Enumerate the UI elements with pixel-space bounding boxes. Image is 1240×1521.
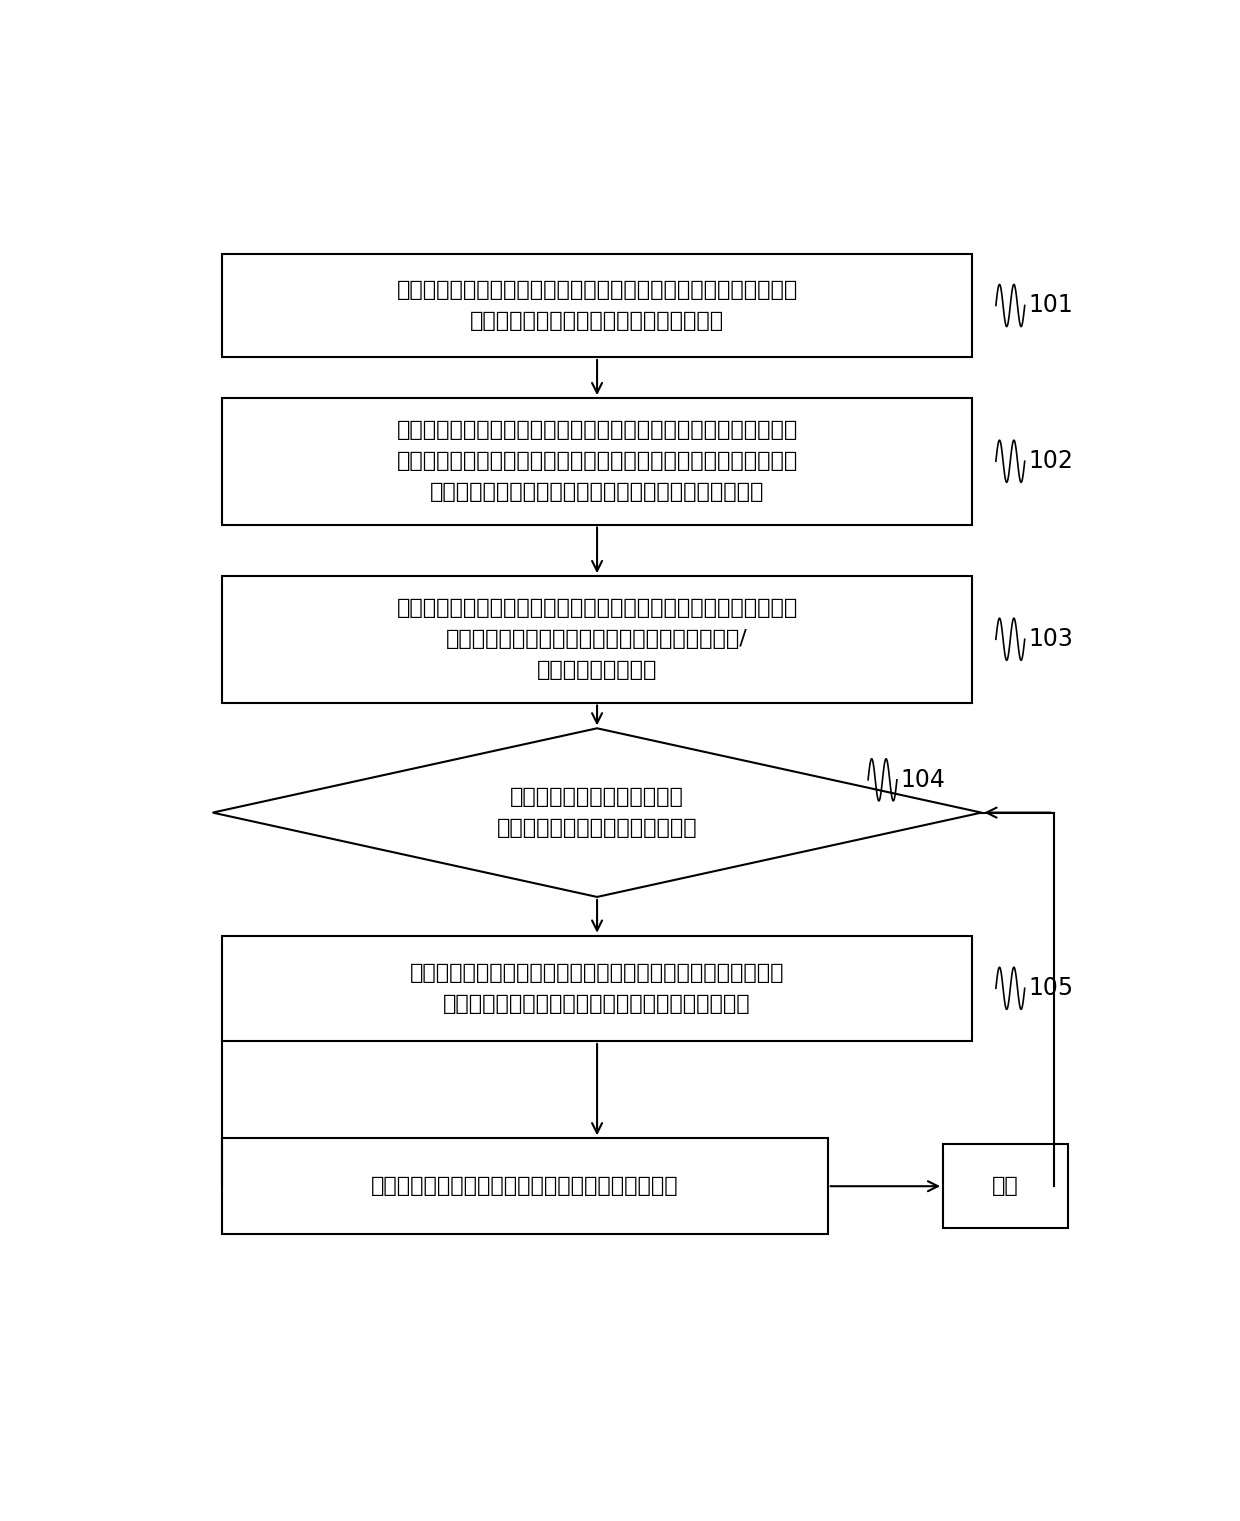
Text: 所述具有发起投票权利的业务集群向投票者集合发起投票；其中，所
述投票者集合为依据预设的选择规则从使用终端和/
或仲裁终端中确定的: 所述具有发起投票权利的业务集群向投票者集合发起投票；其中，所 述投票者集合为依据… bbox=[397, 598, 797, 680]
FancyBboxPatch shape bbox=[222, 935, 972, 1040]
FancyBboxPatch shape bbox=[222, 1138, 828, 1234]
Text: 判断发起投票的业务集群是否
在预设的时间内获得了预定的票数: 判断发起投票的业务集群是否 在预设的时间内获得了预定的票数 bbox=[497, 786, 697, 838]
Text: 102: 102 bbox=[1028, 449, 1074, 473]
Text: 将所述发起投票的业务集群由只读模式切换为正常服务模式，将
投票结果通知所述两个集群中未发起投票的业务集群: 将所述发起投票的业务集群由只读模式切换为正常服务模式，将 投票结果通知所述两个集… bbox=[409, 963, 785, 1015]
Text: 返回: 返回 bbox=[992, 1176, 1019, 1196]
Text: 当分布式系统中相互连接的两个业务集群之间无法感知到对方的运行
状态时，所述两个业务集群切换为只读模式: 当分布式系统中相互连接的两个业务集群之间无法感知到对方的运行 状态时，所述两个业… bbox=[397, 280, 797, 332]
FancyBboxPatch shape bbox=[944, 1144, 1068, 1229]
FancyBboxPatch shape bbox=[222, 399, 972, 525]
Text: 105: 105 bbox=[1028, 976, 1074, 1001]
Text: 103: 103 bbox=[1028, 627, 1074, 651]
Text: 104: 104 bbox=[900, 768, 946, 792]
Polygon shape bbox=[213, 729, 982, 897]
FancyBboxPatch shape bbox=[222, 254, 972, 357]
Text: 101: 101 bbox=[1028, 294, 1074, 318]
Text: 判断所述两个业务集群与数据库之间的连接是否正常，并依据所述两
个业务集群与所述数据库之间的连接是否正常的判断结果，从所述两
个业务集群中确定至多一个具有发起投票: 判断所述两个业务集群与数据库之间的连接是否正常，并依据所述两 个业务集群与所述数… bbox=[397, 420, 797, 502]
Text: 所述两个业务集群中未发起投票的业务集群发起投票: 所述两个业务集群中未发起投票的业务集群发起投票 bbox=[371, 1176, 678, 1196]
FancyBboxPatch shape bbox=[222, 576, 972, 703]
